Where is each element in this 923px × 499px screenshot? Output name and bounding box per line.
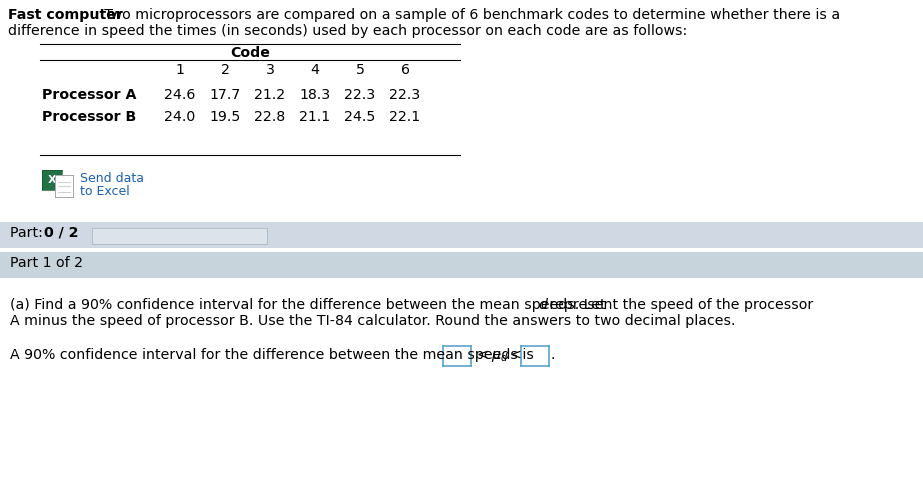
Text: 24.0: 24.0: [164, 110, 196, 124]
Text: d: d: [538, 298, 547, 312]
Text: A 90% confidence interval for the difference between the mean speeds is: A 90% confidence interval for the differ…: [10, 348, 533, 362]
Text: 21.1: 21.1: [299, 110, 330, 124]
Text: X: X: [48, 175, 56, 185]
Text: 3: 3: [266, 63, 274, 77]
Text: 21.2: 21.2: [255, 88, 285, 102]
Text: Part 1 of 2: Part 1 of 2: [10, 256, 83, 270]
Text: 22.1: 22.1: [390, 110, 421, 124]
Text: 22.3: 22.3: [344, 88, 376, 102]
Text: to Excel: to Excel: [80, 185, 130, 198]
Text: 5: 5: [355, 63, 365, 77]
Text: .: .: [551, 348, 556, 362]
Text: $<\mu_d<$: $<\mu_d<$: [474, 348, 522, 364]
Text: 6: 6: [401, 63, 410, 77]
Text: 22.8: 22.8: [255, 110, 285, 124]
Text: 2: 2: [221, 63, 230, 77]
Text: Processor B: Processor B: [42, 110, 137, 124]
Text: 17.7: 17.7: [210, 88, 241, 102]
Text: 1: 1: [175, 63, 185, 77]
Text: 18.3: 18.3: [299, 88, 330, 102]
Text: 24.5: 24.5: [344, 110, 376, 124]
Text: difference in speed the times (in seconds) used by each processor on each code a: difference in speed the times (in second…: [8, 24, 688, 38]
Text: 4: 4: [310, 63, 319, 77]
Text: Processor A: Processor A: [42, 88, 137, 102]
Text: 0 / 2: 0 / 2: [44, 226, 78, 240]
Text: 22.3: 22.3: [390, 88, 421, 102]
Text: (a) Find a 90% confidence interval for the difference between the mean speeds. L: (a) Find a 90% confidence interval for t…: [10, 298, 610, 312]
Text: represent the speed of the processor: represent the speed of the processor: [545, 298, 813, 312]
Text: Fast computer: Fast computer: [8, 8, 123, 22]
Text: 19.5: 19.5: [210, 110, 241, 124]
Text: : Two microprocessors are compared on a sample of 6 benchmark codes to determine: : Two microprocessors are compared on a …: [95, 8, 840, 22]
Text: Code: Code: [230, 46, 270, 60]
Text: Part:: Part:: [10, 226, 47, 240]
Text: 24.6: 24.6: [164, 88, 196, 102]
Text: A minus the speed of processor B. Use the TI-84 calculator. Round the answers to: A minus the speed of processor B. Use th…: [10, 314, 736, 328]
Text: Send data: Send data: [80, 172, 144, 185]
